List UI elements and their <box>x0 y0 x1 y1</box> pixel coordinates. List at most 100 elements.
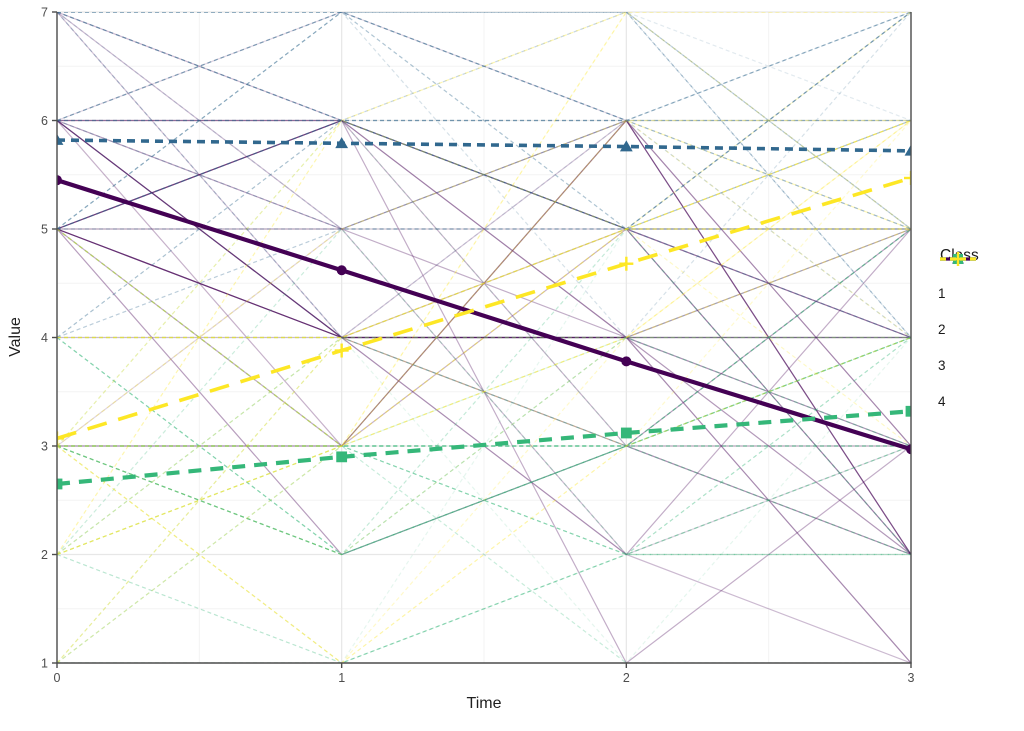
individual-trajectory <box>57 336 911 556</box>
individual-trajectory <box>57 119 911 447</box>
individual-trajectory <box>57 336 911 447</box>
individual-trajectory <box>57 12 911 122</box>
individual-trajectory <box>57 119 911 663</box>
mean-trajectories <box>57 133 911 490</box>
circle-marker <box>906 444 911 455</box>
individual-trajectory <box>57 119 911 663</box>
individual-trajectory <box>57 12 911 447</box>
individual-trajectory <box>57 12 911 556</box>
individual-trajectory <box>57 228 911 339</box>
mean-trajectory-class-1 <box>57 178 911 452</box>
individual-trajectory <box>57 120 911 447</box>
legend-items: 1 2 3 4 <box>938 252 979 419</box>
individual-trajectory <box>57 120 911 663</box>
individual-trajectory <box>57 228 911 339</box>
individual-trajectory <box>57 445 911 663</box>
individual-trajectory <box>57 119 911 338</box>
y-tick-label: 5 <box>41 223 48 237</box>
individual-trajectory <box>57 336 911 663</box>
individual-trajectory <box>57 228 911 447</box>
individual-trajectory <box>57 336 911 556</box>
individual-trajectory <box>57 119 911 230</box>
individual-trajectory <box>57 12 911 230</box>
individual-trajectory <box>57 337 911 663</box>
plus-legend-key-icon <box>940 252 976 266</box>
individual-trajectory <box>57 12 911 230</box>
square-marker <box>620 427 632 439</box>
legend-label: 4 <box>938 393 946 409</box>
individual-trajectory <box>57 119 911 663</box>
individual-trajectory <box>57 228 911 556</box>
triangle-marker <box>335 137 349 149</box>
individual-trajectory <box>57 119 911 447</box>
legend-item-1: 1 <box>938 254 979 311</box>
individual-trajectory <box>57 228 911 556</box>
individual-trajectory <box>57 119 911 555</box>
individual-trajectory <box>57 12 911 338</box>
individual-trajectory <box>57 120 911 447</box>
individual-trajectory <box>57 12 911 338</box>
individual-trajectories <box>57 12 911 663</box>
individual-trajectory <box>57 12 911 339</box>
individual-trajectory <box>57 119 911 339</box>
square-marker <box>905 405 911 417</box>
individual-trajectory <box>57 12 911 339</box>
individual-trajectory <box>57 336 911 556</box>
individual-trajectory <box>57 119 911 447</box>
mean-trajectory-class-2 <box>57 138 911 153</box>
x-tick-label: 0 <box>54 671 61 685</box>
individual-trajectory <box>57 228 911 339</box>
individual-trajectory <box>57 336 911 447</box>
individual-trajectory <box>57 12 911 230</box>
individual-trajectory <box>57 228 911 556</box>
triangle-marker <box>619 140 633 152</box>
mean-trajectory-class-3 <box>57 409 911 487</box>
individual-trajectory <box>57 12 911 555</box>
individual-trajectory <box>57 228 911 663</box>
individual-trajectory <box>57 12 911 338</box>
square-marker <box>336 451 348 463</box>
legend-item-3: 3 <box>938 254 979 383</box>
individual-trajectory <box>57 119 911 447</box>
individual-trajectory <box>57 120 911 556</box>
individual-trajectory <box>57 12 911 230</box>
legend-label: 1 <box>938 285 946 301</box>
individual-trajectory <box>57 119 911 555</box>
y-tick-label: 4 <box>41 331 48 345</box>
individual-trajectory <box>57 228 911 556</box>
individual-trajectory <box>57 119 911 447</box>
individual-trajectory <box>57 228 911 447</box>
individual-trajectory <box>57 228 911 447</box>
individual-trajectory <box>57 12 911 230</box>
individual-trajectory <box>57 228 911 339</box>
legend-label: 3 <box>938 357 946 373</box>
individual-trajectory <box>57 119 911 663</box>
individual-trajectory <box>57 336 911 663</box>
individual-trajectory <box>57 336 911 663</box>
individual-trajectory <box>57 120 911 339</box>
individual-trajectory <box>57 119 911 555</box>
individual-trajectory <box>57 228 911 556</box>
individual-trajectory <box>57 12 911 122</box>
x-axis-title: Time <box>466 695 502 712</box>
individual-trajectory <box>57 120 911 339</box>
individual-trajectory <box>57 228 911 447</box>
individual-trajectory <box>57 12 911 555</box>
individual-trajectory <box>57 12 911 339</box>
individual-trajectory <box>57 228 911 447</box>
individual-trajectory <box>57 228 911 556</box>
individual-trajectory <box>57 12 911 447</box>
individual-trajectory <box>57 336 911 556</box>
individual-trajectory <box>57 119 911 555</box>
y-tick-label: 7 <box>41 6 48 20</box>
circle-marker <box>621 356 632 367</box>
individual-trajectory <box>57 119 911 556</box>
individual-trajectory <box>57 12 911 555</box>
x-tick-label: 3 <box>908 671 915 685</box>
individual-trajectory <box>57 445 911 663</box>
y-axis-title: Value <box>7 317 24 357</box>
